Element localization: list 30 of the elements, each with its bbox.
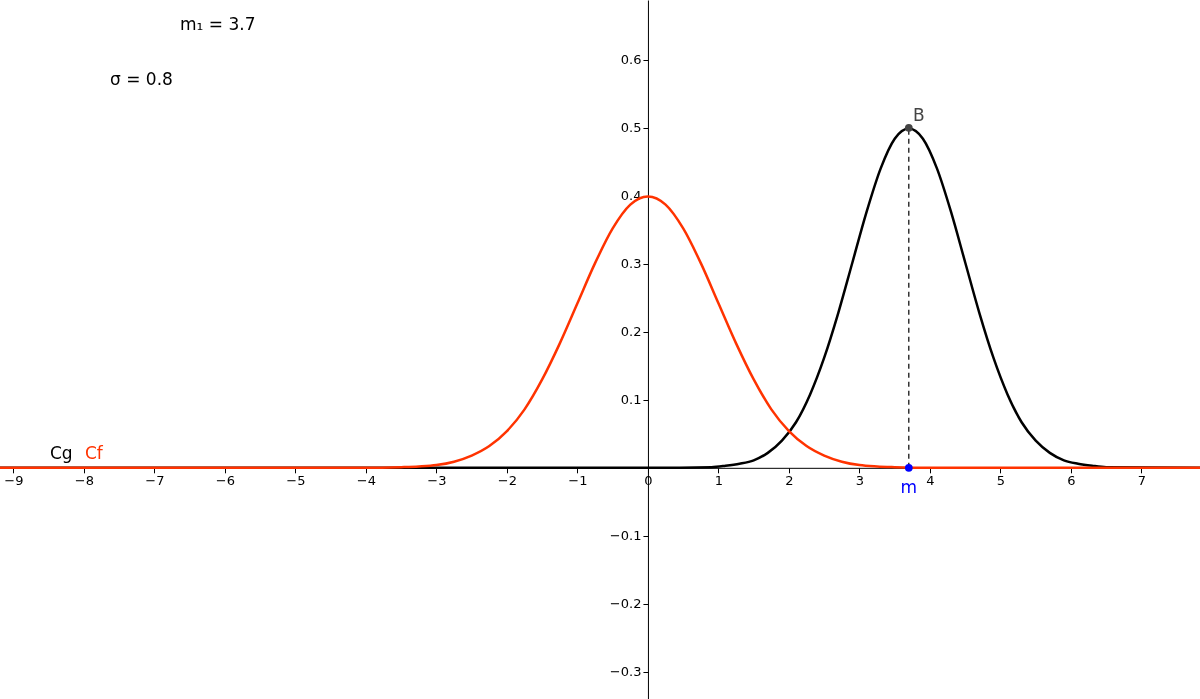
y-tick-label: −0.2 xyxy=(609,596,642,612)
y-tick-label: 0.5 xyxy=(620,120,642,136)
x-tick-label: 5 xyxy=(996,473,1006,489)
x-tick-label: −7 xyxy=(145,473,165,489)
x-tick-label: 2 xyxy=(785,473,794,489)
annotation: σ = 0.8 xyxy=(110,69,173,89)
x-tick-label: −6 xyxy=(215,473,235,489)
x-tick-label: 4 xyxy=(926,473,935,489)
x-tick-label: 7 xyxy=(1137,473,1147,489)
y-tick-label: −0.3 xyxy=(609,664,642,680)
series-label: Cg xyxy=(50,442,73,463)
series-label: B xyxy=(912,104,925,125)
x-tick-label: 3 xyxy=(855,473,865,489)
y-tick-label: 0.6 xyxy=(620,52,642,68)
series-label: Cf xyxy=(85,442,104,463)
x-tick-label: −2 xyxy=(497,473,518,489)
x-tick-label: 1 xyxy=(714,473,724,489)
y-tick-label: 0.2 xyxy=(620,324,642,340)
x-tick-label: −8 xyxy=(74,473,94,489)
x-tick-label: −4 xyxy=(356,473,377,489)
series-label: m xyxy=(900,476,918,497)
x-tick-label: −5 xyxy=(286,473,306,489)
y-tick-label: 0.1 xyxy=(620,392,642,408)
y-tick-label: 0.3 xyxy=(620,256,642,272)
x-tick-label: −1 xyxy=(568,473,588,489)
annotation: m₁ = 3.7 xyxy=(180,14,256,34)
x-tick-label: −3 xyxy=(427,473,447,489)
y-tick-label: −0.1 xyxy=(609,528,642,544)
x-tick-label: 6 xyxy=(1067,473,1076,489)
x-tick-label: −9 xyxy=(4,473,24,489)
